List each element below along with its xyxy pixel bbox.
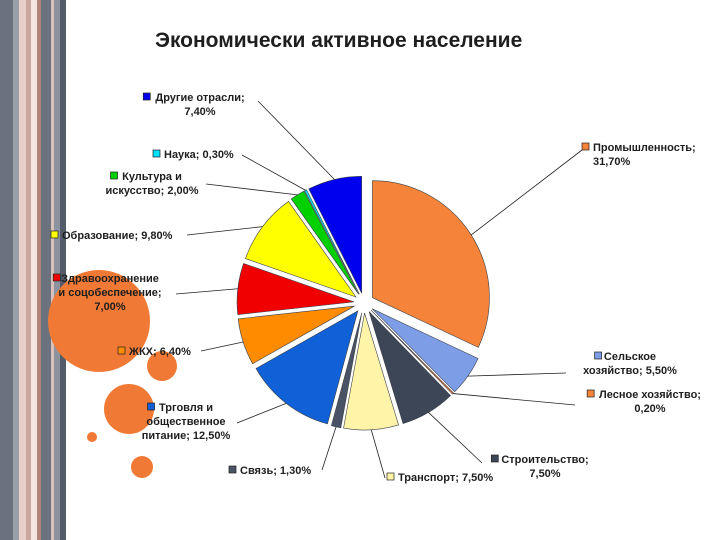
decor-stripe (41, 0, 51, 540)
decor-stripe (19, 0, 26, 540)
decor-stripe (31, 0, 37, 540)
data-label: Лесное хозяйство; 0,20% (599, 389, 701, 415)
label-swatch (490, 454, 499, 463)
chart-title: Экономически активное население (155, 29, 522, 52)
decor-stripe (0, 0, 13, 540)
pie-slice (368, 311, 451, 424)
data-label: Строительство; 7,50% (501, 454, 588, 480)
label-swatch (142, 92, 151, 101)
decor-circle-small (131, 456, 153, 478)
leader-line (236, 403, 287, 424)
data-label: Здравоохранение и соцобеспечение; 7,00% (58, 273, 161, 313)
data-label: Другие отрасли; 7,40% (155, 92, 244, 118)
leader-line (452, 393, 576, 406)
label-swatch (386, 472, 395, 481)
leader-line (205, 183, 298, 196)
label-swatch (52, 273, 61, 282)
decor-stripe (26, 0, 31, 540)
pie-slice (372, 180, 490, 348)
label-swatch (581, 142, 590, 151)
label-swatch (228, 465, 237, 474)
decor-circle-medium (104, 384, 154, 434)
data-label: Трговля и общественное питание; 12,50% (142, 402, 231, 442)
leader-line (175, 288, 238, 295)
decor-stripe (37, 0, 41, 540)
pie-slice (308, 175, 362, 294)
pie-slice (304, 189, 360, 295)
decor-circle-large (48, 270, 150, 372)
pie-slice (245, 201, 357, 298)
leader-line (370, 429, 386, 479)
label-swatch (586, 389, 595, 398)
data-label: Связь; 1,30% (240, 465, 311, 477)
decor-circle-small (147, 351, 177, 381)
leader-line (241, 154, 306, 191)
data-label: Транспорт; 7,50% (398, 472, 493, 484)
pie-slice (255, 310, 359, 425)
label-swatch (50, 230, 59, 239)
label-swatch (110, 171, 118, 180)
leader-line (428, 412, 483, 464)
pie-slice (237, 305, 355, 365)
label-swatch (117, 346, 126, 355)
leader-line (200, 341, 244, 352)
data-label: Образование; 9,80% (62, 230, 173, 242)
data-label: Сельское хозяйство; 5,50% (583, 351, 677, 377)
decor-circle-tiny (87, 432, 97, 442)
decor-stripe (51, 0, 54, 540)
leader-line (186, 226, 263, 236)
pie-slice (371, 308, 479, 393)
leader-line (257, 100, 335, 180)
data-label: Промышленность; 31,70% (593, 142, 696, 168)
leader-line (470, 149, 583, 236)
leader-line (321, 426, 337, 471)
label-swatch (152, 149, 161, 158)
label-swatch (594, 351, 602, 360)
decor-stripe (54, 0, 60, 540)
data-label: Культура и искусство; 2,00% (105, 171, 198, 197)
data-label: Наука; 0,30% (164, 149, 234, 161)
label-swatch (147, 402, 155, 411)
decor-stripe (13, 0, 19, 540)
pie-slice (343, 312, 399, 431)
leader-line (467, 372, 567, 377)
data-label: ЖКХ; 6,40% (128, 346, 191, 358)
